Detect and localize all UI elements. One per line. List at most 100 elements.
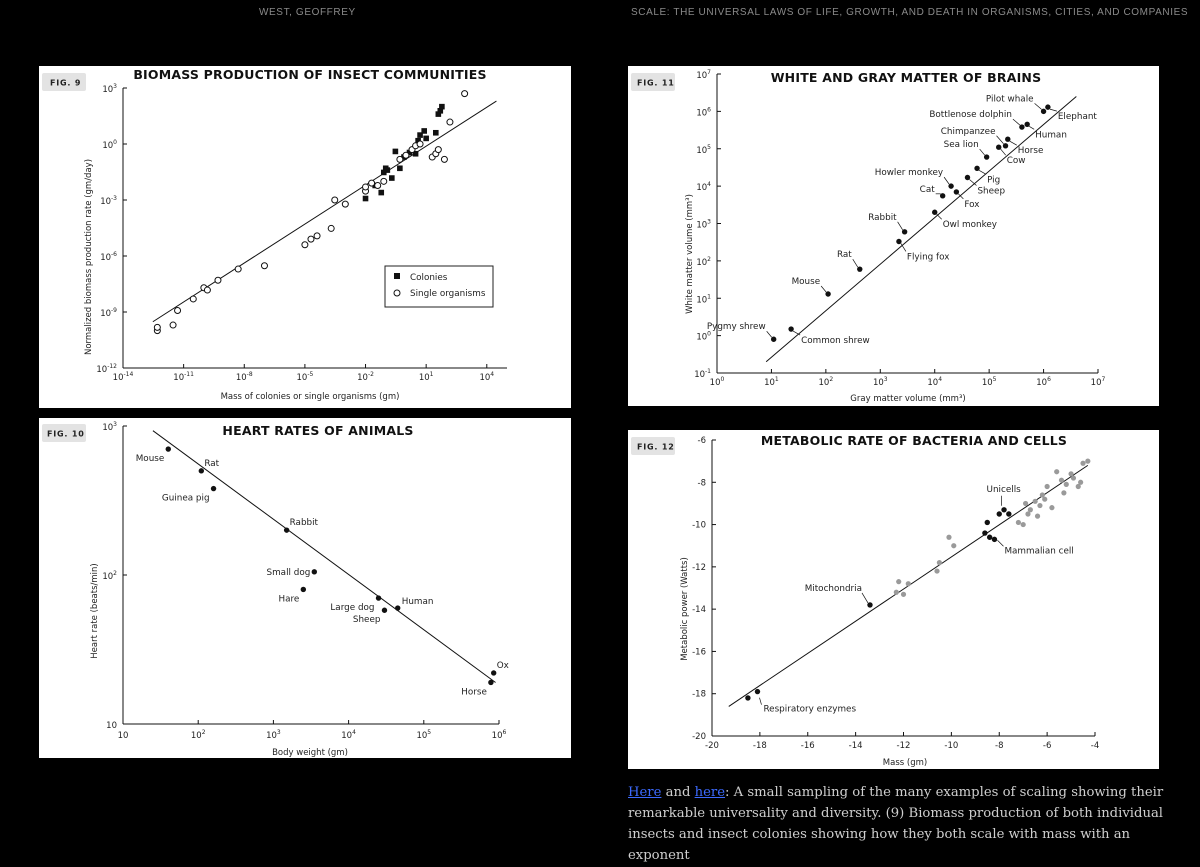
gray-point	[1063, 481, 1069, 487]
label-leader	[943, 176, 950, 185]
brain-point	[1002, 143, 1009, 149]
single-organism-point	[368, 179, 376, 187]
black-point	[991, 536, 998, 543]
caption-link-here-1[interactable]: Here	[628, 785, 662, 800]
figure-10-title: HEART RATES OF ANIMALS	[222, 423, 413, 438]
gray-point	[1049, 505, 1055, 511]
x-tick-label: 10-14	[113, 371, 134, 383]
x-tick-label: 101	[764, 376, 779, 388]
gray-point	[900, 591, 907, 597]
point-label: Rat	[204, 459, 219, 469]
label-leader	[792, 330, 801, 336]
y-tick-label: -20	[692, 732, 706, 742]
brain-point	[974, 165, 980, 171]
label-leader	[766, 331, 772, 338]
label-leader	[1029, 126, 1035, 130]
figure-9-badge	[42, 73, 86, 91]
y-tick-label: -10	[692, 521, 706, 531]
caption-link-here-2[interactable]: here	[694, 785, 726, 800]
single-organism-point	[214, 276, 222, 284]
label-leader	[978, 169, 987, 175]
label-leader	[936, 214, 942, 220]
figure-9-title: BIOMASS PRODUCTION OF INSECT COMMUNITIES	[133, 67, 486, 82]
label-leader	[997, 540, 1004, 547]
brain-point	[1005, 136, 1011, 142]
single-organism-point	[374, 181, 382, 189]
x-tick-label: 10-8	[236, 371, 253, 383]
gray-point	[1080, 460, 1086, 466]
x-tick-label: -20	[705, 741, 719, 751]
gray-point	[1042, 496, 1048, 502]
colony-point	[435, 111, 442, 117]
heart-rate-point	[283, 527, 290, 533]
x-tick-label: 106	[1036, 376, 1051, 388]
x-tick-label: 10	[118, 731, 129, 741]
figure-11-y-axis-label: White matter volume (mm³)	[685, 194, 695, 314]
y-tick-label: -14	[692, 605, 706, 615]
single-organism-point	[461, 90, 469, 98]
label-leader	[1034, 103, 1042, 110]
y-tick-label: 101	[696, 293, 711, 305]
brain-point	[1045, 104, 1051, 110]
figure-10-x-axis-label: Body weight (gm)	[272, 748, 348, 758]
black-point	[984, 519, 990, 526]
black-point	[867, 602, 873, 608]
point-label: Pig	[987, 175, 1000, 185]
black-point	[982, 530, 988, 536]
point-label: Howler monkey	[875, 168, 943, 178]
x-tick-label: 103	[266, 729, 281, 741]
gray-point	[1027, 507, 1033, 513]
colony-point	[412, 150, 419, 157]
point-label: Pilot whale	[986, 94, 1034, 104]
x-tick-label: 104	[927, 376, 942, 388]
gray-point	[1039, 492, 1045, 498]
y-tick-label: 102	[102, 570, 117, 582]
running-header-title: SCALE: THE UNIVERSAL LAWS OF LIFE, GROWT…	[631, 7, 1189, 18]
heart-rate-point	[198, 468, 205, 474]
y-tick-label: 103	[696, 219, 711, 231]
single-organism-point	[362, 183, 370, 191]
point-label: Rat	[837, 250, 852, 260]
heart-rate-point	[375, 595, 382, 601]
point-label: Mammalian cell	[1004, 546, 1073, 556]
gray-point	[1020, 521, 1026, 528]
single-organism-point	[189, 295, 197, 303]
figure-9-chart: FIG. 9 BIOMASS PRODUCTION OF INSECT COMM…	[42, 67, 507, 402]
point-label: Cow	[1007, 156, 1026, 166]
figure-10-badge-text: FIG. 10	[47, 430, 85, 439]
label-leader	[861, 592, 869, 604]
label-leader	[897, 221, 903, 230]
heart-rate-point	[395, 605, 401, 611]
brain-point	[948, 183, 954, 189]
gray-point	[1068, 471, 1074, 477]
single-organism-point	[313, 232, 321, 240]
single-organism-point	[446, 118, 454, 126]
brain-point	[825, 291, 831, 297]
label-leader	[979, 148, 985, 156]
point-label: Pygmy shrew	[707, 322, 766, 332]
single-organism-point	[203, 286, 211, 294]
point-label: Small dog	[267, 568, 311, 578]
x-tick-label: 106	[492, 729, 507, 741]
black-point	[986, 534, 993, 540]
y-tick-label: -12	[692, 563, 706, 573]
colony-point	[421, 128, 427, 134]
point-label: Mouse	[136, 454, 165, 464]
gray-point	[1037, 502, 1043, 509]
brain-point	[939, 193, 946, 199]
gray-point	[1034, 513, 1041, 519]
label-leader	[1049, 108, 1057, 112]
heart-rate-point	[311, 569, 318, 575]
gray-point	[1058, 477, 1065, 483]
y-tick-label: -6	[698, 436, 706, 446]
figure-9-legend-square-marker	[394, 273, 400, 279]
brain-point	[983, 154, 990, 160]
colony-point	[397, 165, 403, 172]
x-tick-label: 105	[982, 376, 997, 388]
x-tick-label: -10	[944, 741, 958, 751]
gray-point	[1075, 483, 1081, 490]
colony-point	[389, 175, 395, 181]
y-tick-label: 103	[102, 421, 117, 433]
single-organism-point	[234, 265, 242, 273]
gray-point	[905, 581, 911, 587]
